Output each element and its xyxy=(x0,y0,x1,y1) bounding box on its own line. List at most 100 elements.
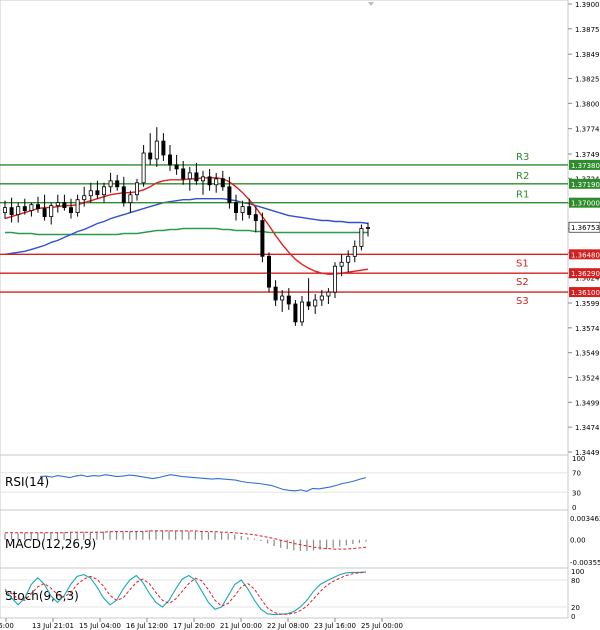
candle-body xyxy=(69,207,74,214)
level-tag-label: 1.36480 xyxy=(571,251,600,259)
candle-body xyxy=(181,168,186,180)
time-tick-label: 25 Jul 00:00 xyxy=(361,622,403,630)
rsi-label: RSI(14) xyxy=(5,475,49,489)
candle-body xyxy=(359,228,364,247)
stoch-lines xyxy=(4,571,367,616)
rsi-axis-label: 70 xyxy=(572,470,581,478)
price-tick-label: 1.35990 xyxy=(575,300,600,308)
stoch-axis-label: 0 xyxy=(571,613,575,621)
candle-body xyxy=(352,245,357,257)
level-tag-s3 xyxy=(569,287,600,298)
level-tag-s1 xyxy=(569,249,600,260)
candle-body xyxy=(121,186,126,204)
ma-mid-line xyxy=(4,197,369,255)
candle-body xyxy=(161,140,166,156)
candlesticks xyxy=(3,127,370,326)
level-tag-label: 1.37190 xyxy=(571,181,600,189)
price-tick-label: 1.37745 xyxy=(575,126,600,134)
stoch-label: Stoch(9,6,3) xyxy=(5,589,79,603)
macd-panel: MACD(12,26,9) 0.003462 0.00 -0.003551 xyxy=(0,509,600,569)
level-tag-label: 1.36100 xyxy=(571,289,600,297)
time-axis: 6:00 13 Jul 21:01 15 Jul 04:00 16 Jul 12:00… xyxy=(0,618,403,630)
ma-slow-line xyxy=(5,227,368,236)
candle-body xyxy=(233,202,238,214)
price-tick-label: 1.38495 xyxy=(575,51,600,59)
candle-body xyxy=(346,255,351,263)
candle-body xyxy=(365,227,370,229)
candle-body xyxy=(286,295,291,305)
candle-body xyxy=(220,178,225,188)
macd-label: MACD(12,26,9) xyxy=(5,537,96,551)
level-tag-r3 xyxy=(569,159,600,170)
candle-body xyxy=(167,154,172,166)
stoch-axis-label: 20 xyxy=(571,604,580,612)
price-tick-label: 1.38000 xyxy=(575,100,600,108)
time-tick-label: 16 Jul 12:00 xyxy=(126,622,168,630)
candle-body xyxy=(299,301,304,323)
level-name-r1: R1 xyxy=(516,190,529,201)
price-tick-label: 1.38250 xyxy=(575,76,600,84)
candle-body xyxy=(253,214,258,221)
level-name-s1: S1 xyxy=(516,258,529,269)
scroll-handle-icon[interactable] xyxy=(368,2,374,6)
candle-body xyxy=(108,180,113,188)
time-tick-label: 22 Jul 08:00 xyxy=(267,622,309,630)
candle-body xyxy=(280,295,285,301)
time-tick-label: 21 Jul 00:00 xyxy=(220,622,262,630)
candle-body xyxy=(62,202,67,209)
level-tag-label: 1.36290 xyxy=(571,270,600,278)
macd-axis: 0.003462 0.00 -0.003551 xyxy=(570,515,600,567)
candle-body xyxy=(332,265,337,293)
candle-body xyxy=(55,202,60,207)
candle-body xyxy=(29,204,34,212)
rsi-axis-label: 0 xyxy=(572,504,576,512)
candle-body xyxy=(82,195,87,201)
price-tick-label: 1.35240 xyxy=(575,374,600,382)
candle-body xyxy=(266,255,271,288)
candle-body xyxy=(306,301,311,307)
candle-body xyxy=(319,295,324,301)
candle-body xyxy=(273,286,278,301)
macd-axis-label: 0.00 xyxy=(570,537,586,545)
rsi-axis-label: 30 xyxy=(572,489,581,497)
candle-body xyxy=(36,204,41,210)
main-price-panel: R3 R2 R1 S1 S2 S3 1.39000 1.38750 1.38495 1.3825… xyxy=(0,0,600,457)
rsi-polyline xyxy=(39,474,367,492)
rsi-axis-label: 100 xyxy=(572,455,585,463)
macd-signal-line xyxy=(5,530,367,550)
candle-body xyxy=(148,152,153,160)
time-tick-label: 17 Jul 20:00 xyxy=(173,622,215,630)
macd-signal-polyline xyxy=(5,530,367,550)
candle-body xyxy=(313,299,318,307)
candle-body xyxy=(240,206,245,214)
time-tick-label: 13 Jul 21:01 xyxy=(32,622,74,630)
ma-polyline xyxy=(5,227,368,236)
candle-body xyxy=(194,172,199,182)
current-price-tag xyxy=(568,221,600,233)
candle-body xyxy=(49,205,54,217)
candle-body xyxy=(22,206,27,212)
rsi-axis: 100 70 30 0 xyxy=(0,455,585,512)
candle-body xyxy=(42,208,47,217)
price-tick-label: 1.34740 xyxy=(575,424,600,432)
rsi-line xyxy=(39,474,367,492)
candle-body xyxy=(207,176,212,186)
candle-body xyxy=(115,180,120,188)
current-price-label: 1.36753 xyxy=(571,224,600,232)
price-tick-label: 1.34990 xyxy=(575,399,600,407)
stoch-axis-label: 100 xyxy=(571,568,584,576)
level-name-s3: S3 xyxy=(516,296,529,307)
candle-body xyxy=(174,164,179,170)
price-tick-label: 1.38750 xyxy=(575,26,600,34)
level-name-s2: S2 xyxy=(516,277,529,288)
price-tick-label: 1.35740 xyxy=(575,325,600,333)
level-tag-s2 xyxy=(569,268,600,279)
macd-axis-label: -0.003551 xyxy=(570,559,600,567)
candle-body xyxy=(154,140,159,160)
price-tick-label: 1.39000 xyxy=(575,1,600,9)
time-tick-label: 15 Jul 04:00 xyxy=(79,622,121,630)
level-tag-label: 1.37000 xyxy=(571,200,600,208)
